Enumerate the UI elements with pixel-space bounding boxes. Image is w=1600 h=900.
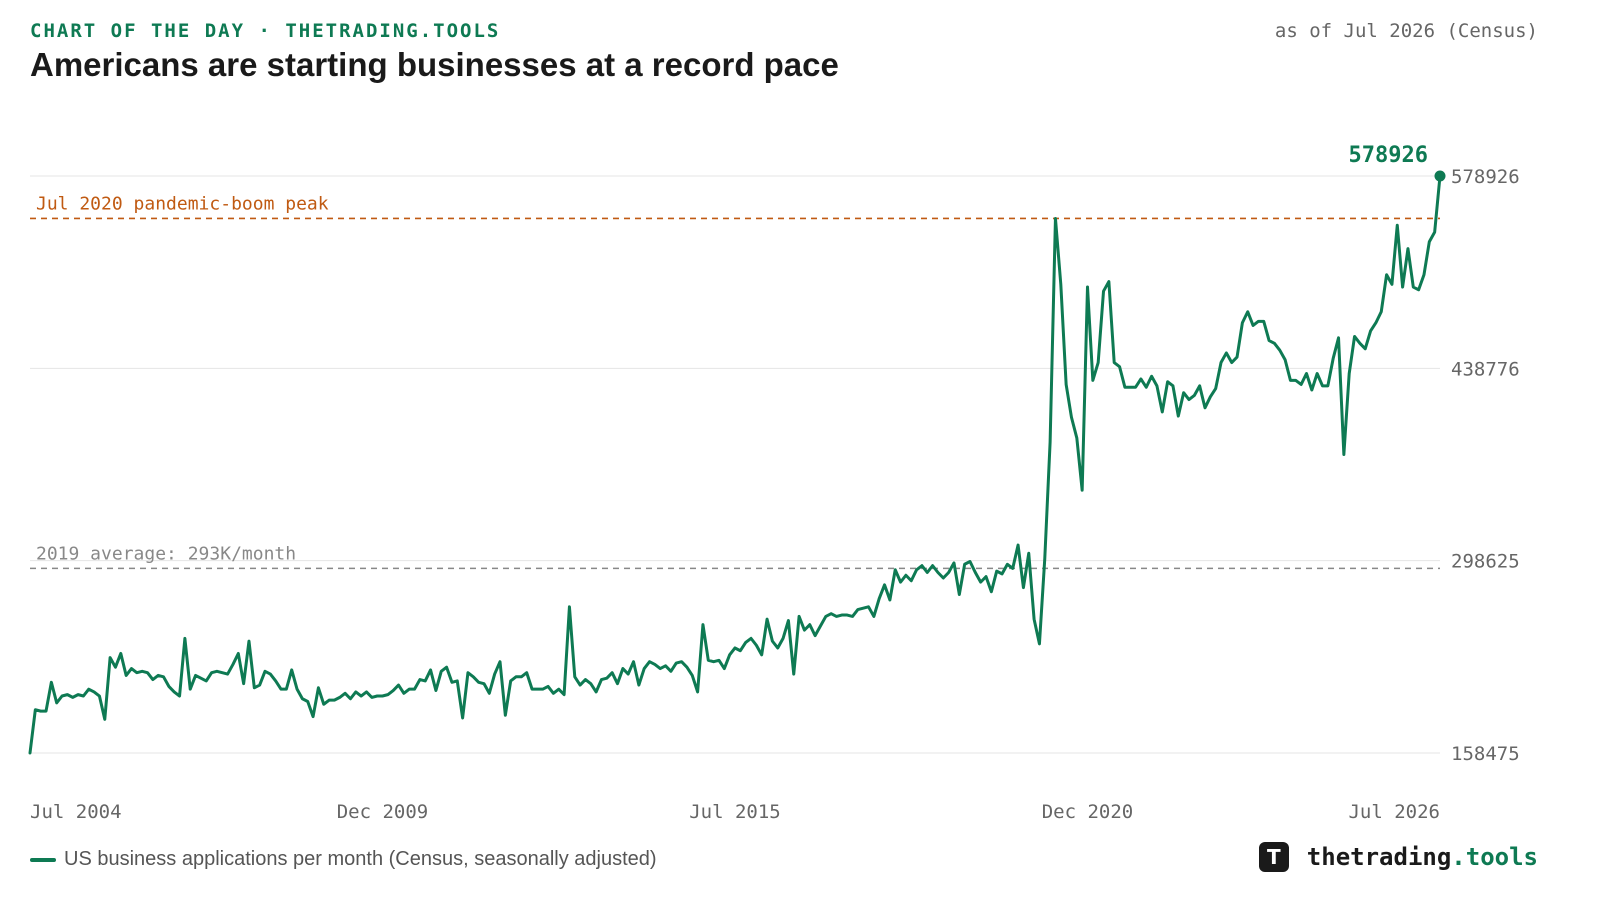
y-tick-label: 578926 xyxy=(1451,166,1520,188)
legend: US business applications per month (Cens… xyxy=(30,848,657,871)
average-reference-label: 2019 average: 293K/month xyxy=(36,543,296,564)
peak-reference-label: Jul 2020 pandemic-boom peak xyxy=(36,193,329,214)
x-tick-label: Dec 2009 xyxy=(337,801,429,823)
y-tick-label: 158475 xyxy=(1451,743,1520,765)
x-tick-label: Jul 2015 xyxy=(689,801,781,823)
chart-title: Americans are starting businesses at a r… xyxy=(30,46,839,83)
brand-name: thetrading xyxy=(1306,843,1452,871)
legend-label: US business applications per month (Cens… xyxy=(64,848,657,870)
x-tick-label: Dec 2020 xyxy=(1042,801,1134,823)
brand: T thetrading .tools xyxy=(1258,842,1538,872)
last-value-label: 578926 xyxy=(1349,143,1428,168)
brand-tld: .tools xyxy=(1451,843,1538,871)
last-point-marker xyxy=(1434,170,1446,182)
legend-swatch xyxy=(30,857,56,862)
x-tick-label: Jul 2026 xyxy=(1348,801,1440,823)
y-tick-label: 438776 xyxy=(1451,358,1520,380)
t-logo-icon: T xyxy=(1258,842,1289,872)
x-tick-label: Jul 2004 xyxy=(30,801,122,823)
chart-kicker: CHART OF THE DAY · THETRADING.TOOLS xyxy=(30,20,501,42)
y-tick-label: 298625 xyxy=(1451,551,1520,573)
as-of-note: as of Jul 2026 (Census) xyxy=(1274,20,1538,42)
series-line xyxy=(28,174,1442,755)
